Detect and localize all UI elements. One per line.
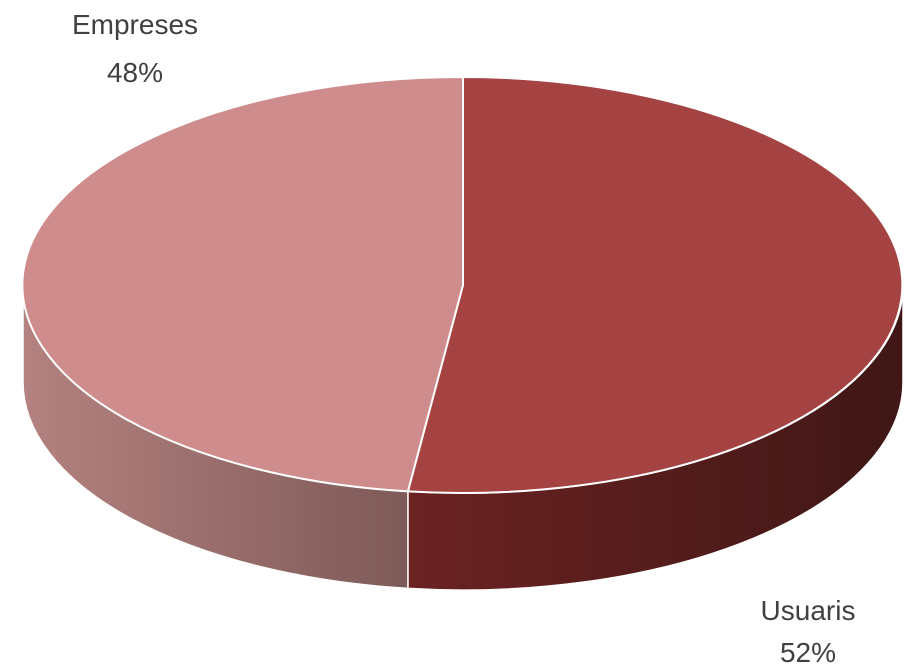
slice-label-empreses: Empreses: [72, 9, 198, 40]
pie-slice-empreses: [21, 75, 464, 493]
slice-percent-usuaris: 52%: [780, 637, 836, 668]
slice-label-usuaris: Usuaris: [761, 595, 856, 626]
pie-slice-usuaris: [406, 75, 904, 494]
slice-percent-empreses: 48%: [107, 57, 163, 88]
